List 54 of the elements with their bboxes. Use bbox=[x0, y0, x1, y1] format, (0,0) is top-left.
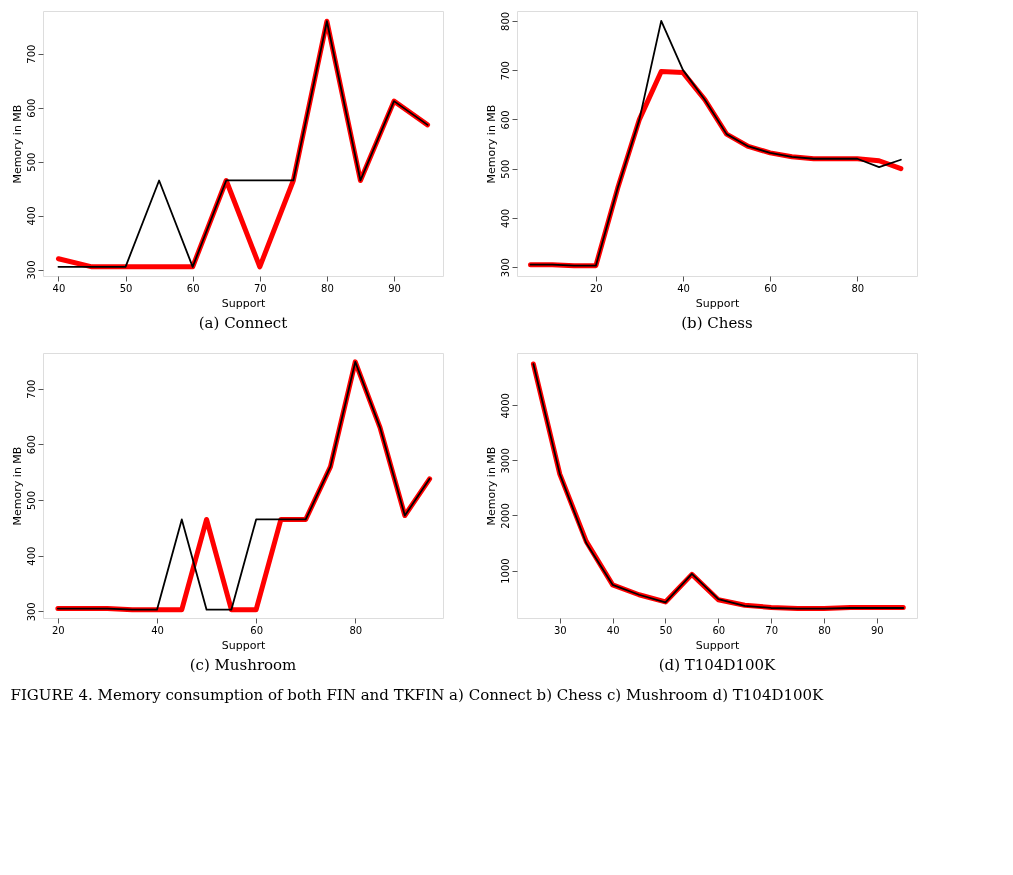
x-tick-label: 90 bbox=[388, 282, 401, 294]
text: (c) Mushroom bbox=[189, 656, 297, 674]
y-axis-title: Memory in MB bbox=[10, 104, 24, 184]
x-tick-label: 60 bbox=[764, 282, 778, 294]
y-tick-label: 700 bbox=[499, 61, 511, 81]
y-tick-label: 500 bbox=[499, 159, 511, 179]
y-tick-label: 1000 bbox=[499, 558, 511, 584]
y-tick-label: 300 bbox=[25, 260, 37, 280]
y-tick-label: 600 bbox=[25, 435, 37, 455]
y-tick-label: 700 bbox=[25, 379, 37, 399]
x-tick-label: 40 bbox=[151, 624, 164, 636]
x-tick-label: 90 bbox=[870, 624, 884, 636]
y-tick-label: 500 bbox=[25, 152, 37, 172]
y-axis-title: Memory in MB bbox=[10, 446, 24, 526]
y-tick-label: 300 bbox=[499, 258, 511, 278]
x-tick-label: 40 bbox=[677, 282, 690, 294]
y-tick-label: 2000 bbox=[499, 503, 511, 529]
x-axis-title: Support bbox=[695, 638, 740, 652]
x-axis-title: Support bbox=[695, 296, 740, 310]
y-tick-label: 800 bbox=[499, 11, 511, 31]
x-tick-label: 60 bbox=[250, 624, 263, 636]
y-axis-title: Memory in MB bbox=[484, 104, 498, 184]
x-tick-label: 20 bbox=[590, 282, 603, 294]
x-tick-label: 70 bbox=[765, 624, 779, 636]
x-tick-label: 80 bbox=[349, 624, 363, 636]
text: (a) Connect bbox=[198, 314, 288, 332]
y-tick-label: 4000 bbox=[499, 393, 511, 419]
y-tick-label: 600 bbox=[499, 110, 511, 130]
y-tick-label: 700 bbox=[25, 44, 37, 64]
y-tick-label: 600 bbox=[25, 98, 37, 118]
caption: FIGURE 4. Memory consumption of both FIN and TKFIN a) Connect b) Chess c) Mushroom d) T104D100K bbox=[10, 685, 825, 704]
x-tick-label: 50 bbox=[119, 282, 133, 294]
y-tick-label: 300 bbox=[25, 602, 37, 622]
x-tick-label: 40 bbox=[52, 282, 66, 294]
y-tick-label: 400 bbox=[25, 546, 37, 566]
x-tick-label: 80 bbox=[321, 282, 334, 294]
y-tick-label: 500 bbox=[25, 490, 37, 511]
x-tick-label: 60 bbox=[186, 282, 200, 294]
y-tick-label: 3000 bbox=[499, 448, 511, 474]
x-tick-label: 80 bbox=[818, 624, 831, 636]
x-tick-label: 40 bbox=[606, 624, 620, 636]
x-tick-label: 30 bbox=[553, 624, 567, 636]
x-axis-title: Support bbox=[221, 638, 266, 652]
text: (d) T104D100K bbox=[658, 656, 777, 674]
x-tick-label: 60 bbox=[712, 624, 726, 636]
x-tick-label: 20 bbox=[52, 624, 65, 636]
y-tick-label: 400 bbox=[499, 208, 511, 228]
x-tick-label: 50 bbox=[659, 624, 673, 636]
x-tick-label: 70 bbox=[253, 282, 267, 294]
x-axis-title: Support bbox=[221, 296, 266, 310]
y-axis-title: Memory in MB bbox=[484, 446, 498, 526]
y-tick-label: 400 bbox=[25, 206, 37, 226]
x-tick-label: 80 bbox=[851, 282, 865, 294]
text: (b) Chess bbox=[681, 314, 753, 332]
